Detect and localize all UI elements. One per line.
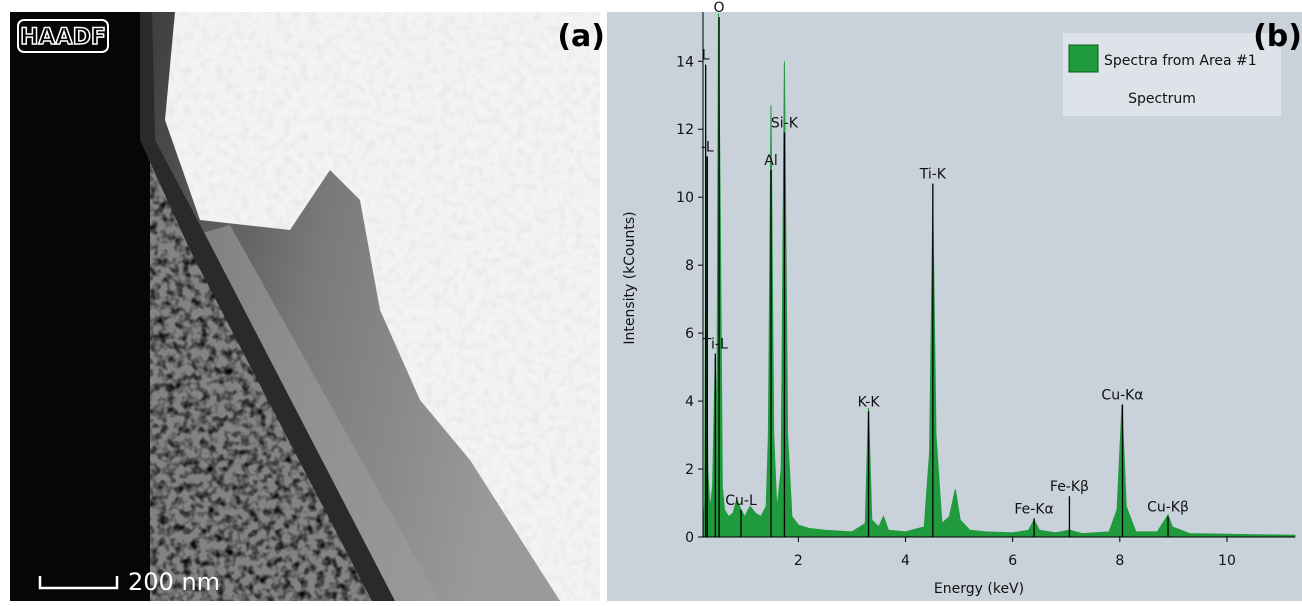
marker-label: Cu-Kβ — [1147, 500, 1189, 516]
legend-title: Spectrum — [1128, 91, 1196, 107]
y-tick-label: 12 — [676, 122, 694, 138]
image-label: HAADF — [20, 25, 106, 50]
y-tick-label: 4 — [685, 394, 694, 410]
x-tick-label: 8 — [1115, 553, 1124, 569]
panel-label: (a) — [557, 19, 605, 54]
marker-label: O — [714, 0, 725, 16]
marker-label: Cu-Kα — [1101, 387, 1143, 403]
marker-label: Si-K — [771, 116, 799, 132]
legend-box — [1063, 33, 1281, 116]
haadf-image — [10, 12, 600, 601]
x-tick-label: 4 — [901, 553, 910, 569]
marker-label: -L — [701, 139, 714, 155]
marker-label: Al — [764, 153, 777, 169]
x-axis-label: Energy (keV) — [934, 581, 1024, 597]
y-tick-label: 10 — [676, 190, 694, 206]
y-tick-label: 0 — [685, 530, 694, 546]
y-tick-label: 2 — [685, 462, 694, 478]
spectrum-area — [702, 13, 1296, 538]
marker-label: Ti-L — [702, 337, 728, 353]
marker-label: Fe-Kβ — [1050, 479, 1089, 495]
y-tick-label: 8 — [685, 258, 694, 274]
marker-label: Cu-L — [725, 493, 757, 509]
marker-label: Ti-K — [919, 167, 947, 183]
marker-label: L — [702, 48, 710, 64]
legend-entry: Spectra from Area #1 — [1104, 53, 1257, 69]
y-tick-label: 14 — [676, 54, 694, 70]
marker-label: K-K — [858, 394, 881, 410]
label-box — [17, 19, 109, 53]
scale-text: 200 nm — [128, 568, 220, 596]
scale-bar — [38, 576, 119, 590]
x-tick-label: 10 — [1218, 553, 1236, 569]
y-axis-label: Intensity (kCounts) — [622, 211, 638, 344]
panel-label: (b) — [1253, 19, 1302, 54]
x-tick-label: 2 — [794, 553, 803, 569]
marker-label: Fe-Kα — [1014, 501, 1053, 517]
x-tick-label: 6 — [1008, 553, 1017, 569]
legend-swatch — [1068, 44, 1099, 73]
y-tick-label: 6 — [685, 326, 694, 342]
